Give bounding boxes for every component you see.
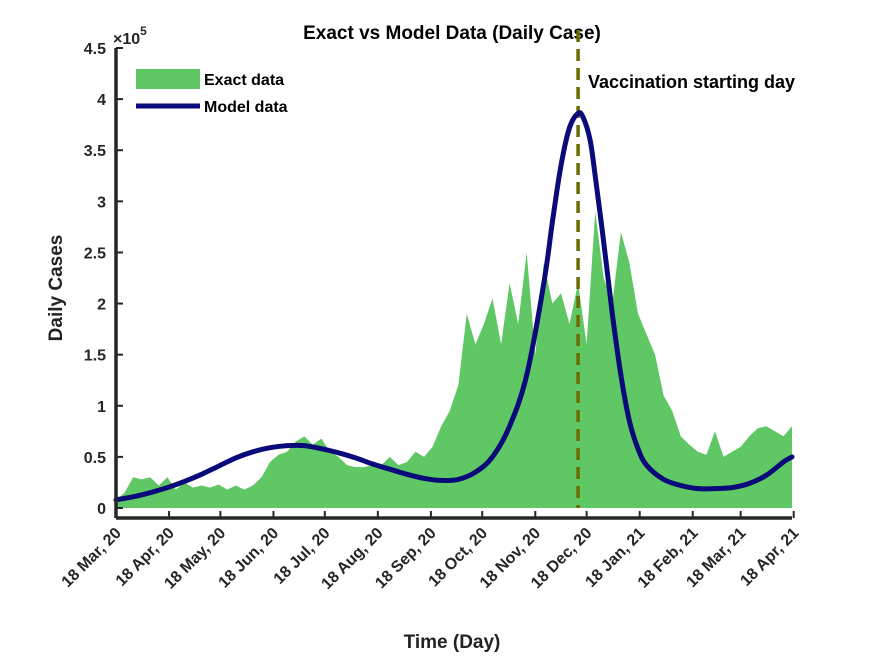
- legend-label-model: Model data: [204, 99, 288, 116]
- vaccination-annotation: Vaccination starting day: [588, 72, 795, 92]
- y-ticks: 0 0.5 1 1.5 2 2.5 3 3.5 4 4.5: [84, 41, 123, 518]
- y-tick-label: 2: [97, 297, 106, 314]
- y-tick-label: 4.5: [84, 41, 106, 58]
- legend-swatch-exact: [136, 69, 200, 89]
- y-tick-label: 1: [97, 399, 106, 416]
- y-tick-label: 3: [97, 194, 106, 211]
- chart-title: Exact vs Model Data (Daily Case): [303, 23, 601, 44]
- y-tick-label: 0: [97, 501, 106, 518]
- x-axis-label: Time (Day): [404, 632, 501, 653]
- x-tick-label: 18 Apr, 21: [737, 525, 802, 590]
- y-tick-label: 0.5: [84, 450, 106, 467]
- y-tick-label: 1.5: [84, 348, 106, 365]
- y-multiplier-label: ×105: [113, 24, 147, 48]
- legend: Exact data Model data: [136, 69, 288, 116]
- y-axis-label: Daily Cases: [46, 235, 67, 342]
- y-tick-label: 4: [97, 92, 106, 109]
- model-data-line: [113, 110, 795, 503]
- exact-data-area: [116, 211, 792, 508]
- y-tick-label: 3.5: [84, 143, 106, 160]
- legend-label-exact: Exact data: [204, 72, 284, 89]
- y-tick-label: 2.5: [84, 245, 106, 262]
- plot-area: [113, 30, 795, 508]
